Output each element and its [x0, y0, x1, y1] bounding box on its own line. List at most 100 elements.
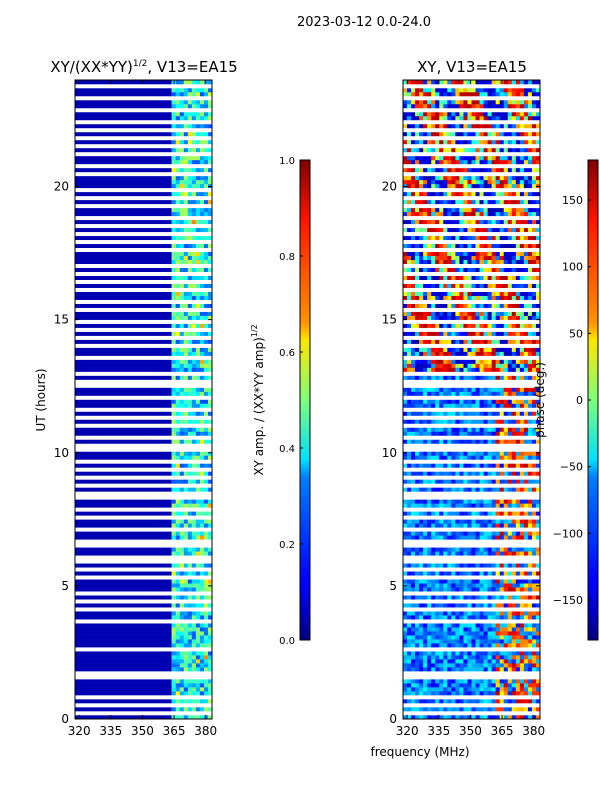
phase-cell [459, 219, 464, 225]
phase-cell [499, 155, 505, 161]
phase-cell [499, 511, 505, 516]
phase-cell [471, 571, 476, 576]
phase-cell [435, 663, 440, 668]
phase-cell [503, 707, 509, 712]
phase-colorbar-tick-label: 0 [576, 394, 583, 407]
amplitude-cell [171, 251, 177, 257]
phase-cell [403, 439, 408, 444]
phase-cell [439, 323, 444, 328]
phase-cell [523, 439, 529, 444]
phase-cell [447, 663, 452, 668]
phase-flagged-row [403, 279, 540, 284]
phase-cell [427, 227, 432, 233]
phase-cell [531, 471, 537, 476]
phase-cell [467, 679, 472, 684]
phase-cell [431, 391, 436, 396]
phase-cell [527, 503, 533, 508]
amplitude-cell [75, 315, 172, 320]
phase-cell [403, 183, 408, 189]
phase-cell [519, 603, 525, 608]
phase-cell [503, 627, 509, 632]
phase-cell [415, 147, 420, 153]
amplitude-cell [187, 359, 193, 364]
phase-cell [511, 115, 517, 121]
phase-cell [455, 211, 460, 217]
phase-cell [471, 535, 476, 540]
phase-cell [523, 431, 529, 436]
amplitude-cell [175, 587, 181, 592]
phase-cell [483, 387, 488, 392]
amplitude-cell [183, 479, 189, 484]
phase-cell [499, 339, 505, 344]
phase-cell [471, 511, 476, 516]
phase-cell [527, 403, 533, 408]
amplitude-cell [179, 267, 185, 272]
phase-cell [467, 183, 472, 189]
phase-cell [483, 679, 488, 684]
amplitude-cell [195, 259, 201, 265]
phase-cell [507, 259, 513, 265]
phase-cell [531, 251, 537, 257]
phase-cell [407, 115, 412, 121]
phase-cell [419, 547, 424, 552]
x-tick-label: 365 [163, 724, 186, 738]
amplitude-cell [207, 235, 213, 241]
phase-cell [523, 91, 529, 97]
amplitude-cell [199, 167, 205, 173]
phase-cell [407, 295, 412, 300]
phase-cell [503, 699, 509, 704]
phase-cell [467, 503, 472, 508]
phase-cell [407, 235, 412, 241]
phase-cell [503, 267, 509, 272]
amplitude-cell [199, 111, 205, 117]
phase-cell [423, 667, 428, 672]
phase-cell [515, 131, 521, 137]
phase-cell [523, 595, 529, 600]
amplitude-cell [171, 87, 177, 93]
amplitude-cell [171, 639, 177, 644]
phase-cell [403, 639, 408, 644]
phase-cell [455, 259, 460, 265]
phase-cell [511, 487, 517, 492]
phase-cell [499, 311, 505, 316]
phase-cell [403, 255, 408, 261]
phase-cell [475, 455, 480, 460]
phase-cell [511, 103, 517, 109]
phase-cell [515, 659, 521, 664]
phase-cell [519, 403, 525, 408]
phase-cell [531, 571, 537, 576]
phase-cell [483, 347, 488, 352]
phase-cell [467, 139, 472, 145]
amplitude-cell [171, 103, 177, 109]
amplitude-cell [179, 631, 185, 636]
phase-cell [519, 667, 525, 672]
phase-cell [511, 615, 517, 620]
phase-cell [531, 479, 537, 484]
phase-cell [507, 267, 513, 272]
phase-cell [487, 615, 492, 620]
phase-cell [427, 255, 432, 261]
phase-cell [455, 347, 460, 352]
phase-cell [515, 623, 521, 628]
phase-flagged-row [403, 671, 540, 676]
phase-cell [519, 623, 525, 628]
phase-cell [419, 103, 424, 109]
phase-cell [527, 499, 533, 504]
phase-cell [523, 359, 529, 364]
phase-cell [407, 451, 412, 456]
amplitude-cell [183, 651, 189, 656]
phase-cell [475, 275, 480, 280]
amplitude-cell [171, 91, 177, 97]
phase-cell [475, 411, 480, 416]
phase-cell [451, 259, 456, 265]
phase-cell [431, 659, 436, 664]
phase-cell [463, 487, 468, 492]
amplitude-cell [207, 391, 213, 396]
phase-cell [431, 643, 436, 648]
phase-cell [435, 251, 440, 257]
phase-cell [483, 311, 488, 316]
phase-cell [459, 715, 464, 720]
phase-cell [459, 455, 464, 460]
phase-cell [455, 351, 460, 356]
phase-cell [447, 219, 452, 225]
